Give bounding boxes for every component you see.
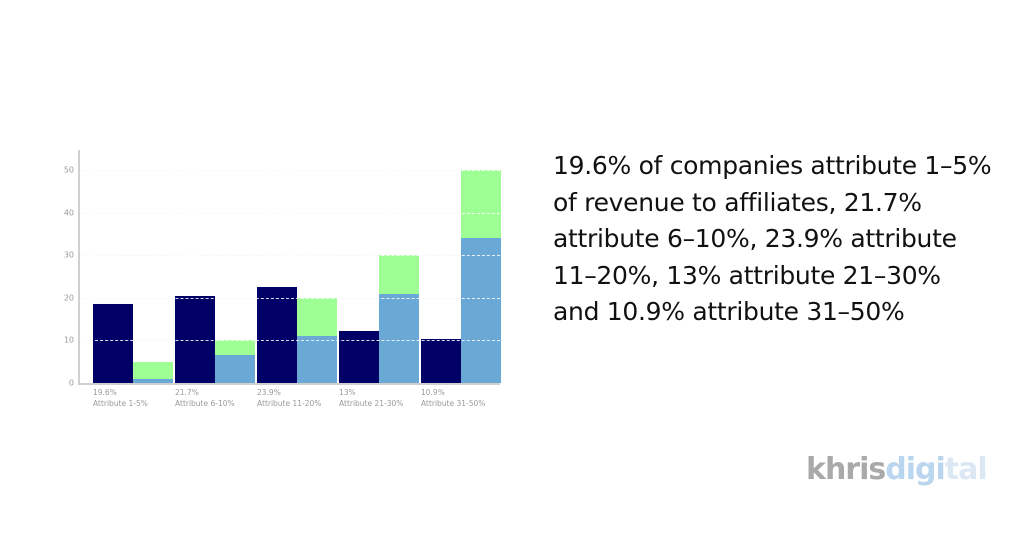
category-percent: 13% — [339, 388, 356, 397]
y-tick-label: 20 — [63, 293, 74, 303]
bar-segment-green — [133, 361, 173, 379]
stacked-bar — [133, 361, 173, 383]
category-name: Attribute 31-50% — [421, 399, 486, 408]
category-name: Attribute 1-5% — [93, 399, 148, 408]
category-percent: 23.9% — [257, 388, 281, 397]
category-name: Attribute 11-20% — [257, 399, 322, 408]
y-tick-label: 0 — [68, 378, 74, 388]
gridline-overlay — [80, 340, 500, 342]
bar-segment-blue — [215, 355, 255, 383]
gridline-overlay — [80, 212, 500, 214]
stacked-bar — [379, 255, 419, 383]
bar-segment-blue — [461, 238, 501, 383]
khrisdigital-logo: khrisdigital — [806, 452, 988, 487]
y-tick-label: 50 — [63, 165, 74, 175]
category-percent: 10.9% — [421, 388, 445, 397]
y-tick-label: 40 — [63, 208, 74, 218]
x-category-label: 10.9% Attribute 31-50% — [421, 387, 485, 409]
bar-segment-green — [461, 170, 501, 239]
y-tick-label: 10 — [63, 335, 74, 345]
bar-share-of-companies — [421, 339, 461, 383]
headline-text: 19.6% of companies attribute 1–5% of rev… — [553, 151, 992, 326]
bar-segment-blue — [297, 336, 337, 383]
bar-segment-green — [297, 297, 337, 337]
x-category-label: 19.6% Attribute 1-5% — [93, 387, 148, 409]
bar-share-of-companies — [339, 330, 379, 383]
bar-segment-green — [215, 340, 255, 356]
x-category-label: 23.9% Attribute 11-20% — [257, 387, 321, 409]
logo-part-3: tal — [944, 452, 988, 487]
gridline-overlay — [80, 255, 500, 257]
y-tick-label: 30 — [63, 250, 74, 260]
plot-area: 0 10 20 30 40 50 19.6% Attribute 1-5% 21.7% Attri… — [64, 150, 501, 408]
gridline-overlay — [80, 170, 500, 171]
x-category-label: 13% Attribute 21-30% — [339, 387, 403, 409]
bar-segment-green — [379, 255, 419, 294]
bar-chart: 0 10 20 30 40 50 19.6% Attribute 1-5% 21.7% Attri… — [55, 150, 505, 420]
category-name: Attribute 6-10% — [175, 399, 235, 408]
gridline-overlay — [80, 297, 500, 299]
x-category-label: 21.7% Attribute 6-10% — [175, 387, 235, 409]
bar-segment-blue — [379, 293, 419, 383]
logo-part-1: khris — [806, 452, 886, 487]
category-percent: 21.7% — [175, 388, 199, 397]
stacked-bar — [215, 340, 255, 383]
stacked-bar — [461, 170, 501, 383]
bar-segment-blue — [133, 378, 173, 383]
bar-share-of-companies — [257, 286, 297, 383]
stacked-bar — [297, 297, 337, 383]
bar-share-of-companies — [175, 295, 215, 383]
logo-part-2: digi — [885, 452, 946, 487]
bar-share-of-companies — [93, 304, 133, 383]
category-name: Attribute 21-30% — [339, 399, 404, 408]
category-percent: 19.6% — [93, 388, 117, 397]
